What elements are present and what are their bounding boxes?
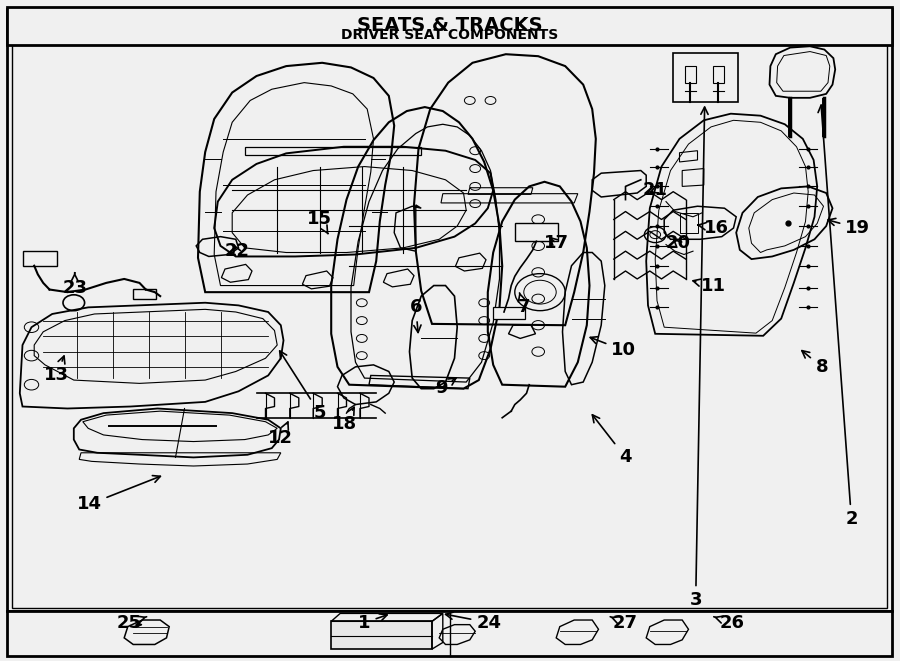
Text: 13: 13 <box>44 356 69 385</box>
Text: 15: 15 <box>307 210 332 234</box>
Text: 23: 23 <box>62 273 87 297</box>
Text: 17: 17 <box>544 234 569 253</box>
Bar <box>685 66 696 83</box>
Text: 10: 10 <box>590 336 636 360</box>
Bar <box>7 7 892 45</box>
Bar <box>515 223 558 241</box>
Text: 22: 22 <box>224 242 249 260</box>
Text: DRIVER SEAT COMPONENTS: DRIVER SEAT COMPONENTS <box>341 28 559 42</box>
Bar <box>133 289 156 299</box>
Bar <box>493 307 525 319</box>
Text: 11: 11 <box>693 277 726 295</box>
Bar <box>713 66 724 83</box>
Text: 9: 9 <box>435 378 456 397</box>
Bar <box>331 621 432 649</box>
Text: 25: 25 <box>116 613 147 632</box>
Text: 20: 20 <box>665 234 690 253</box>
Text: 5: 5 <box>280 351 326 422</box>
Text: 21: 21 <box>643 181 668 200</box>
Text: 12: 12 <box>268 422 293 447</box>
Text: 27: 27 <box>610 613 638 632</box>
Text: 26: 26 <box>714 613 744 632</box>
Text: 1: 1 <box>358 613 387 632</box>
Text: 7: 7 <box>518 293 530 317</box>
Text: 24: 24 <box>446 612 501 632</box>
Text: 18: 18 <box>332 407 357 434</box>
Text: 6: 6 <box>410 298 422 332</box>
Text: 16: 16 <box>698 219 729 237</box>
Text: 19: 19 <box>828 218 870 237</box>
Bar <box>7 611 892 656</box>
Text: SEATS & TRACKS: SEATS & TRACKS <box>357 16 543 34</box>
Bar <box>673 53 738 102</box>
Text: 4: 4 <box>592 415 632 467</box>
Text: 8: 8 <box>802 350 828 376</box>
Text: 2: 2 <box>818 105 858 528</box>
Text: 3: 3 <box>689 107 708 609</box>
Text: 14: 14 <box>76 475 160 514</box>
Bar <box>22 251 57 266</box>
